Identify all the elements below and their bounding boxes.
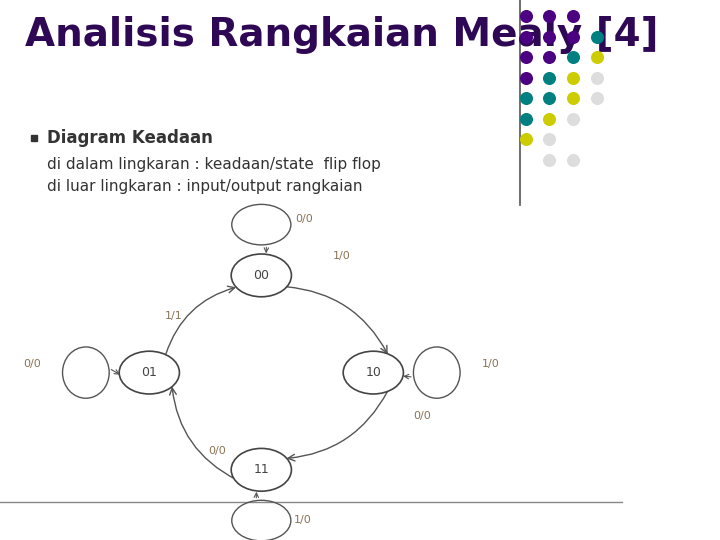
Text: 1/0: 1/0 (482, 359, 499, 369)
Text: 00: 00 (253, 269, 269, 282)
Point (567, 53, 579, 62)
Text: 0/0: 0/0 (208, 446, 226, 456)
Point (520, 114, 531, 123)
Text: Analisis Rangkaian Mealy [4]: Analisis Rangkaian Mealy [4] (25, 16, 658, 54)
Point (520, 73, 531, 82)
Text: 1/0: 1/0 (333, 251, 351, 261)
Text: Diagram Keadaan: Diagram Keadaan (47, 129, 212, 147)
Point (544, 53, 555, 62)
Ellipse shape (231, 254, 292, 297)
Text: 1/0: 1/0 (294, 515, 312, 525)
Text: 01: 01 (141, 366, 157, 379)
Ellipse shape (231, 448, 292, 491)
Point (567, 156, 579, 164)
Text: 1/1: 1/1 (165, 310, 183, 321)
Point (520, 135, 531, 144)
FancyArrowPatch shape (288, 391, 388, 461)
FancyArrowPatch shape (287, 287, 387, 353)
Point (567, 114, 579, 123)
Point (520, 53, 531, 62)
Point (567, 94, 579, 103)
Ellipse shape (343, 351, 403, 394)
Point (520, 94, 531, 103)
Point (544, 12, 555, 21)
FancyArrowPatch shape (170, 388, 236, 480)
Text: 10: 10 (365, 366, 382, 379)
FancyArrowPatch shape (112, 369, 119, 374)
FancyArrowPatch shape (264, 247, 269, 252)
Point (544, 114, 555, 123)
Point (591, 94, 603, 103)
FancyArrowPatch shape (404, 374, 411, 379)
Point (544, 135, 555, 144)
Point (591, 73, 603, 82)
Point (567, 73, 579, 82)
FancyArrowPatch shape (166, 286, 235, 354)
Text: 11: 11 (253, 463, 269, 476)
Text: 0/0: 0/0 (295, 214, 313, 224)
FancyArrowPatch shape (254, 493, 258, 498)
Text: di dalam lingkaran : keadaan/state  flip flop: di dalam lingkaran : keadaan/state flip … (47, 157, 381, 172)
Point (544, 94, 555, 103)
Text: 0/0: 0/0 (414, 410, 431, 421)
Point (591, 53, 603, 62)
Text: di luar lingkaran : input/output rangkaian: di luar lingkaran : input/output rangkai… (47, 179, 362, 194)
Point (544, 73, 555, 82)
Point (567, 12, 579, 21)
Text: 0/0: 0/0 (24, 359, 41, 369)
Point (567, 32, 579, 41)
Point (520, 12, 531, 21)
Point (544, 32, 555, 41)
Point (544, 156, 555, 164)
Point (520, 32, 531, 41)
Ellipse shape (120, 351, 179, 394)
Point (591, 32, 603, 41)
